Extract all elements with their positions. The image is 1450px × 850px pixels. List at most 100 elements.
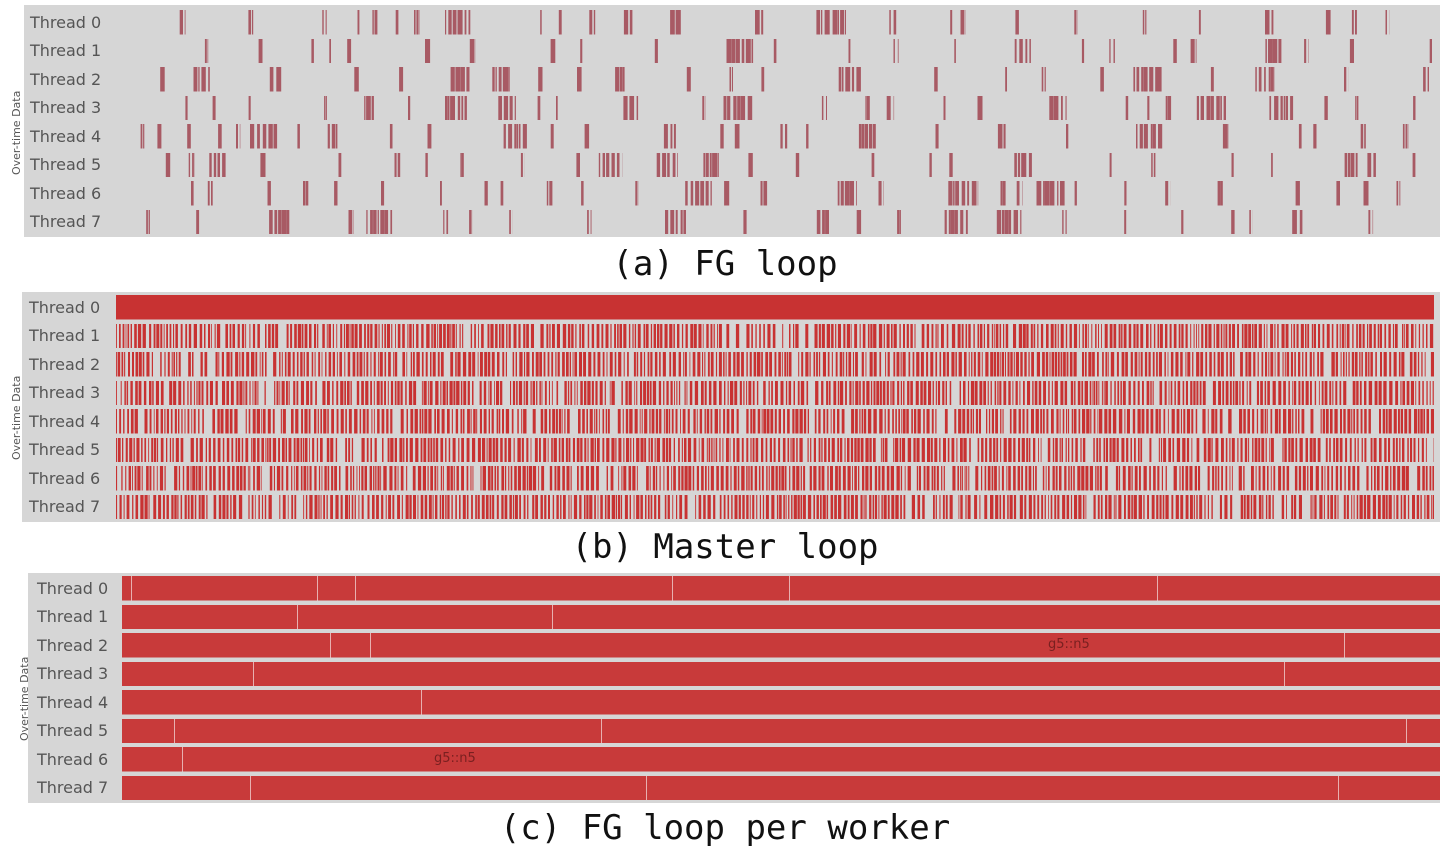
activity-mark — [462, 494, 466, 519]
activity-mark — [501, 466, 504, 491]
activity-mark — [702, 352, 704, 377]
activity-mark — [1231, 466, 1233, 491]
activity-mark — [425, 352, 428, 377]
activity-mark — [510, 466, 513, 491]
activity-mark — [1125, 352, 1128, 377]
activity-mark — [763, 181, 768, 206]
activity-mark — [347, 380, 350, 405]
activity-mark — [439, 494, 441, 519]
activity-mark — [1149, 67, 1154, 92]
activity-mark — [636, 437, 640, 462]
activity-mark — [644, 409, 648, 434]
activity-mark — [262, 124, 267, 149]
activity-mark — [1377, 323, 1380, 348]
activity-mark — [803, 466, 806, 491]
activity-mark — [424, 494, 428, 519]
activity-mark — [876, 380, 880, 405]
activity-mark — [1014, 152, 1017, 177]
activity-mark — [1344, 67, 1347, 92]
activity-mark — [382, 437, 384, 462]
activity-mark — [130, 380, 133, 405]
activity-mark — [517, 466, 521, 491]
activity-mark — [567, 380, 570, 405]
activity-mark — [666, 380, 669, 405]
activity-mark — [1199, 380, 1202, 405]
activity-mark — [470, 409, 472, 434]
activity-mark — [659, 466, 661, 491]
activity-mark — [1243, 466, 1245, 491]
activity-mark — [890, 466, 894, 491]
activity-mark — [851, 409, 855, 434]
activity-mark — [160, 409, 163, 434]
activity-mark — [1288, 409, 1292, 434]
activity-mark — [658, 494, 661, 519]
activity-mark — [793, 494, 797, 519]
activity-mark — [354, 494, 356, 519]
activity-mark — [570, 466, 572, 491]
activity-mark — [369, 466, 372, 491]
activity-mark — [550, 124, 554, 149]
activity-mark — [540, 323, 544, 348]
activity-mark — [614, 323, 616, 348]
activity-mark — [1074, 494, 1078, 519]
activity-mark — [251, 352, 255, 377]
activity-mark — [222, 380, 226, 405]
activity-mark — [821, 380, 824, 405]
activity-mark — [761, 466, 764, 491]
activity-mark — [1195, 409, 1198, 434]
activity-mark — [1062, 209, 1064, 234]
activity-mark — [1220, 181, 1223, 206]
activity-mark — [548, 494, 550, 519]
activity-mark — [745, 38, 751, 63]
activity-mark — [1040, 323, 1044, 348]
activity-mark — [931, 409, 934, 434]
activity-mark — [670, 10, 675, 35]
activity-mark — [516, 380, 518, 405]
activity-mark — [221, 352, 224, 377]
activity-mark — [451, 409, 453, 434]
activity-mark — [827, 466, 829, 491]
activity-mark — [1018, 323, 1022, 348]
activity-mark — [557, 352, 560, 377]
activity-mark — [1128, 323, 1132, 348]
activity-mark — [514, 95, 516, 120]
activity-mark — [1021, 437, 1025, 462]
activity-mark — [893, 38, 895, 63]
activity-mark — [1151, 152, 1153, 177]
activity-mark — [1288, 437, 1291, 462]
activity-mark — [394, 152, 397, 177]
activity-mark — [448, 10, 452, 35]
activity-mark — [881, 494, 883, 519]
activity-mark — [704, 352, 706, 377]
activity-mark — [770, 409, 774, 434]
activity-mark — [482, 437, 486, 462]
activity-mark — [568, 437, 571, 462]
activity-mark — [293, 437, 296, 462]
activity-mark — [472, 380, 474, 405]
activity-mark — [617, 409, 621, 434]
activity-mark — [226, 437, 230, 462]
activity-mark — [239, 466, 243, 491]
activity-mark — [759, 323, 761, 348]
activity-mark — [1295, 181, 1300, 206]
activity-mark — [785, 380, 788, 405]
activity-mark — [1270, 466, 1272, 491]
activity-mark — [1354, 437, 1356, 462]
activity-mark — [1291, 437, 1294, 462]
activity-mark — [1364, 124, 1366, 149]
activity-mark — [193, 409, 196, 434]
activity-mark — [314, 409, 317, 434]
activity-mark — [1097, 409, 1099, 434]
activity-mark — [1274, 352, 1276, 377]
activity-mark — [923, 409, 925, 434]
thread-label: Thread 5 — [29, 440, 101, 460]
activity-mark — [1268, 38, 1273, 63]
activity-mark — [792, 437, 795, 462]
activity-mark — [286, 466, 289, 491]
activity-mark — [1116, 352, 1119, 377]
activity-mark — [1334, 409, 1338, 434]
activity-mark — [414, 10, 416, 35]
activity-mark — [975, 409, 978, 434]
activity-mark — [330, 494, 333, 519]
activity-mark — [1019, 380, 1021, 405]
